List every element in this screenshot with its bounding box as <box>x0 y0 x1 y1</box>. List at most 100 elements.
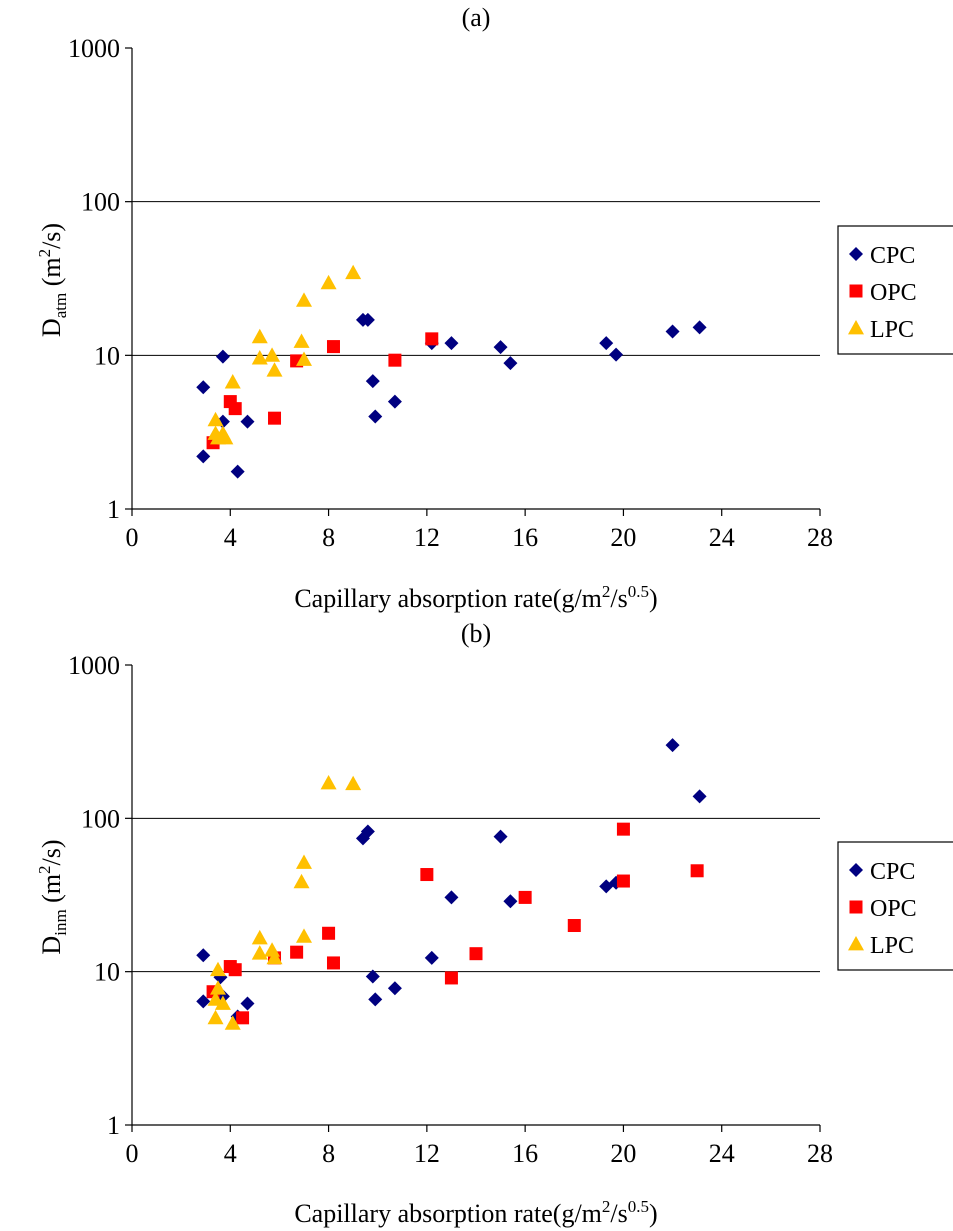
x-tick-label: 16 <box>512 523 538 552</box>
data-point-opc <box>388 353 402 367</box>
data-point-lpc <box>264 347 281 362</box>
panel-a-plot-area <box>131 48 820 510</box>
x-tick-label: 0 <box>126 1139 139 1168</box>
panel-a-gridlines <box>132 201 820 356</box>
panel-b: (b) 1 10 100 1000 0 4 8 12 16 20 24 28 Capillary a… <box>35 619 953 1228</box>
panel-a-x-axis-label: Capillary absorption rate(g/m2/s0.5) <box>294 582 657 613</box>
panel-b-y-ticks: 1 10 100 1000 <box>68 651 132 1140</box>
x-tick-label: 12 <box>414 523 440 552</box>
y-tick-label: 1000 <box>68 651 120 680</box>
x-tick-label: 4 <box>224 523 237 552</box>
y-tick-label: 10 <box>94 341 120 370</box>
data-point-cpc <box>368 409 383 424</box>
legend-label-lpc: LPC <box>870 317 914 343</box>
data-point-lpc <box>224 374 241 389</box>
x-tick-label: 24 <box>709 1139 735 1168</box>
data-point-opc <box>322 926 336 940</box>
data-point-opc <box>616 822 630 836</box>
data-point-lpc <box>251 350 268 365</box>
panel-b-title: (b) <box>461 619 491 648</box>
data-point-lpc <box>217 429 234 445</box>
data-point-cpc <box>387 394 402 409</box>
legend-marker-lpc <box>848 320 864 335</box>
x-tick-label: 28 <box>807 1139 833 1168</box>
data-point-opc <box>236 1011 250 1025</box>
data-point-lpc <box>251 929 268 945</box>
data-point-cpc <box>665 738 680 753</box>
legend-marker-opc <box>849 284 863 298</box>
legend-marker-lpc <box>848 936 864 951</box>
x-tick-label: 0 <box>126 523 139 552</box>
data-point-lpc <box>251 945 268 960</box>
data-point-lpc <box>296 351 312 366</box>
data-point-cpc <box>360 312 375 327</box>
data-point-lpc <box>320 274 337 290</box>
data-point-opc <box>444 971 458 985</box>
data-point-cpc <box>692 789 707 804</box>
legend-label-lpc: LPC <box>870 933 914 959</box>
data-point-lpc <box>293 333 310 348</box>
y-tick-label: 100 <box>81 188 120 217</box>
y-tick-label: 10 <box>94 958 120 987</box>
panel-b-x-axis-label: Capillary absorption rate(g/m2/s0.5) <box>294 1197 657 1228</box>
data-point-lpc <box>207 1009 224 1025</box>
data-point-cpc <box>215 349 230 364</box>
y-tick-label: 1 <box>107 495 120 524</box>
x-tick-label: 8 <box>322 523 335 552</box>
x-tick-label: 20 <box>610 1139 636 1168</box>
data-point-cpc <box>692 320 707 335</box>
data-point-lpc <box>251 328 268 344</box>
data-point-cpc <box>360 824 375 839</box>
data-point-cpc <box>368 992 383 1007</box>
data-point-cpc <box>503 356 518 371</box>
x-tick-label: 16 <box>512 1139 538 1168</box>
legend-marker-cpc <box>849 863 863 877</box>
y-tick-label: 1000 <box>68 34 120 63</box>
panel-a-x-ticks: 0 4 8 12 16 20 24 28 <box>126 509 833 552</box>
data-point-opc <box>616 874 630 888</box>
data-point-lpc <box>296 854 312 869</box>
data-point-opc <box>420 868 434 882</box>
data-point-cpc <box>444 336 459 351</box>
x-tick-label: 24 <box>709 523 735 552</box>
data-point-opc <box>326 340 340 354</box>
panel-a-y-axis-label: Datm (m2/s) <box>35 223 70 337</box>
data-point-cpc <box>387 981 402 996</box>
panel-a-y-ticks: 1 10 100 1000 <box>68 34 132 524</box>
data-point-lpc <box>207 411 224 427</box>
x-tick-label: 20 <box>610 523 636 552</box>
data-point-cpc <box>240 996 255 1011</box>
data-point-opc <box>228 963 242 977</box>
legend-label-cpc: CPC <box>870 859 915 885</box>
data-point-cpc <box>365 969 380 984</box>
panel-b-plot-area <box>131 665 820 1126</box>
data-point-opc <box>228 402 242 416</box>
data-point-cpc <box>424 950 439 965</box>
panel-b-y-axis-label: Dinm (m2/s) <box>35 839 70 954</box>
panel-a: (a) 1 10 100 1000 0 4 8 12 16 20 24 28 Capillary a… <box>35 3 953 613</box>
panel-a-title: (a) <box>462 3 491 32</box>
data-point-lpc <box>210 961 226 977</box>
data-point-cpc <box>503 894 518 909</box>
data-point-cpc <box>196 449 211 464</box>
data-point-lpc <box>266 949 283 965</box>
data-point-lpc <box>345 264 362 280</box>
x-tick-label: 28 <box>807 523 833 552</box>
data-point-opc <box>518 890 532 904</box>
x-tick-label: 8 <box>322 1139 335 1168</box>
data-point-cpc <box>665 324 680 339</box>
panel-b-x-ticks: 0 4 8 12 16 20 24 28 <box>126 1125 833 1168</box>
legend-label-opc: OPC <box>870 896 917 922</box>
data-point-lpc <box>296 292 312 307</box>
legend-label-cpc: CPC <box>870 243 915 269</box>
legend-marker-cpc <box>849 247 863 261</box>
y-tick-label: 1 <box>107 1111 120 1140</box>
panel-b-points <box>196 738 707 1030</box>
data-point-opc <box>469 947 483 961</box>
data-point-cpc <box>493 340 508 355</box>
data-point-cpc <box>493 829 508 844</box>
data-point-opc <box>690 864 704 878</box>
data-point-cpc <box>240 414 255 429</box>
data-point-lpc <box>210 980 226 995</box>
